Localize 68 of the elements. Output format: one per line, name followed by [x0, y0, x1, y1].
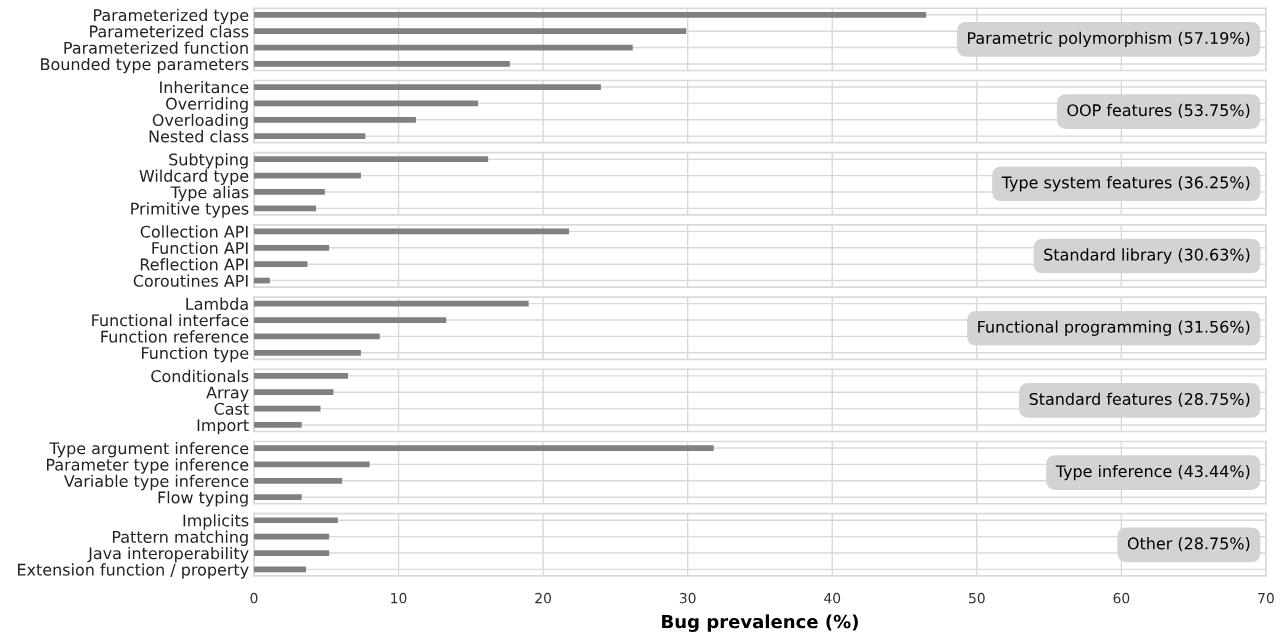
y-tick-label: Extension function / property	[18, 563, 249, 579]
bar	[253, 422, 302, 428]
bar	[253, 349, 361, 356]
y-tick-label: Collection API	[140, 225, 248, 238]
bar	[253, 116, 416, 123]
y-tick-label: Bounded type parameters	[41, 57, 249, 74]
x-tick-label: 60	[1113, 592, 1130, 604]
x-tick-label: 40	[824, 592, 841, 604]
y-tick-label: Parameterized class	[90, 25, 249, 38]
bar	[253, 372, 348, 379]
annotation: Parametric polymorphism (57.19%)	[968, 31, 1250, 48]
bar	[253, 494, 302, 501]
y-tick-label: Function type	[142, 346, 249, 363]
y-tick-label: Array	[206, 386, 249, 402]
y-tick-label: Flow typing	[158, 491, 248, 507]
y-tick-label: Function API	[152, 241, 248, 255]
annotation: Standard features (28.75%)	[1029, 392, 1250, 407]
y-tick-label: Inheritance	[160, 80, 249, 94]
y-tick-label: Functional interface	[92, 313, 249, 327]
bar	[253, 261, 308, 268]
bar	[253, 205, 317, 212]
bar	[253, 445, 714, 451]
y-tick-label: Import	[197, 419, 249, 435]
x-tick-label: 50	[969, 592, 985, 604]
x-tick-label: 20	[535, 592, 552, 604]
y-tick-label: Parameterized function	[64, 41, 248, 54]
y-tick-label: Java interoperability	[87, 546, 249, 563]
y-tick-label: Primitive types	[131, 202, 249, 218]
y-tick-label: Reflection API	[140, 258, 248, 271]
y-tick-label: Overriding	[166, 97, 248, 113]
annotation: Standard library (30.63%)	[1044, 248, 1250, 264]
y-tick-label: Overloading	[152, 113, 248, 130]
x-tick-label: 10	[391, 592, 407, 604]
bar	[253, 133, 366, 140]
y-tick-label: Cast	[214, 402, 249, 415]
bar	[253, 156, 489, 163]
x-tick-label: 70	[1258, 592, 1274, 604]
y-tick-label: Function reference	[101, 330, 249, 343]
y-tick-label: Parameter type inference	[46, 458, 249, 474]
y-tick-label: Nested class	[149, 130, 249, 143]
bar	[253, 317, 447, 323]
annotation: Functional programming (31.56%)	[978, 320, 1250, 336]
bar	[253, 84, 601, 90]
bar	[253, 244, 330, 251]
y-tick-label: Wildcard type	[139, 169, 249, 185]
bar	[253, 389, 334, 396]
y-tick-label: Subtyping	[169, 153, 248, 169]
x-tick-label: 30	[679, 592, 696, 604]
x-tick-label: 0	[250, 592, 258, 604]
annotation: Other (28.75%)	[1127, 537, 1250, 552]
y-tick-label: Pattern matching	[112, 530, 248, 547]
y-tick-label: Implicits	[183, 514, 249, 530]
y-tick-label: Lambda	[186, 297, 248, 310]
y-tick-label: Parameterized type	[94, 8, 249, 25]
bar	[253, 61, 510, 67]
annotation: Type inference (43.44%)	[1055, 464, 1250, 481]
bar	[253, 189, 325, 195]
y-tick-label: Type argument inference	[49, 441, 249, 458]
y-tick-label: Coroutines API	[133, 274, 248, 287]
y-tick-label: Type alias	[170, 185, 249, 202]
annotation: OOP features (53.75%)	[1067, 103, 1250, 119]
annotation: Type system features (36.25%)	[1001, 176, 1250, 192]
bar	[253, 11, 927, 18]
y-tick-label: Conditionals	[151, 369, 249, 383]
bar	[253, 28, 687, 35]
y-tick-label: Variable type inference	[63, 474, 249, 491]
x-axis-title: Bug prevalence (%)	[662, 614, 858, 632]
bar	[253, 477, 343, 484]
